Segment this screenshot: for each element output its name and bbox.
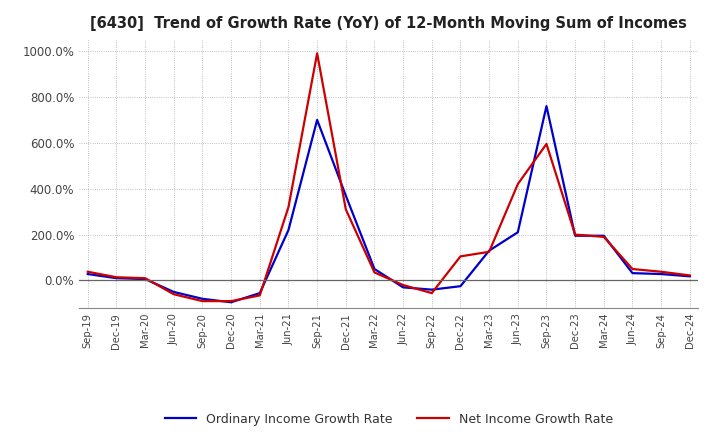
Title: [6430]  Trend of Growth Rate (YoY) of 12-Month Moving Sum of Incomes: [6430] Trend of Growth Rate (YoY) of 12-… — [91, 16, 687, 32]
Ordinary Income Growth Rate — [312, 117, 321, 122]
Ordinary Income Growth Rate — [657, 271, 665, 277]
Ordinary Income Growth Rate — [399, 285, 408, 290]
Net Income Growth Rate — [657, 269, 665, 275]
Ordinary Income Growth Rate — [485, 248, 493, 253]
Net Income Growth Rate — [542, 141, 551, 147]
Legend: Ordinary Income Growth Rate, Net Income Growth Rate: Ordinary Income Growth Rate, Net Income … — [160, 407, 618, 431]
Ordinary Income Growth Rate — [284, 227, 293, 233]
Net Income Growth Rate — [256, 293, 264, 298]
Net Income Growth Rate — [284, 205, 293, 210]
Net Income Growth Rate — [399, 282, 408, 288]
Net Income Growth Rate — [227, 298, 235, 304]
Net Income Growth Rate — [84, 269, 92, 275]
Net Income Growth Rate — [141, 275, 150, 281]
Net Income Growth Rate — [198, 298, 207, 304]
Ordinary Income Growth Rate — [256, 290, 264, 296]
Ordinary Income Growth Rate — [370, 266, 379, 271]
Ordinary Income Growth Rate — [341, 193, 350, 198]
Net Income Growth Rate — [428, 290, 436, 296]
Net Income Growth Rate — [370, 270, 379, 275]
Ordinary Income Growth Rate — [141, 276, 150, 282]
Net Income Growth Rate — [456, 254, 465, 259]
Net Income Growth Rate — [485, 249, 493, 254]
Ordinary Income Growth Rate — [198, 296, 207, 301]
Net Income Growth Rate — [628, 266, 636, 271]
Net Income Growth Rate — [685, 273, 694, 278]
Line: Net Income Growth Rate: Net Income Growth Rate — [88, 53, 690, 301]
Ordinary Income Growth Rate — [227, 300, 235, 305]
Net Income Growth Rate — [112, 275, 121, 280]
Ordinary Income Growth Rate — [513, 230, 522, 235]
Ordinary Income Growth Rate — [456, 283, 465, 289]
Ordinary Income Growth Rate — [600, 233, 608, 238]
Net Income Growth Rate — [312, 51, 321, 56]
Ordinary Income Growth Rate — [169, 290, 178, 295]
Net Income Growth Rate — [513, 181, 522, 187]
Net Income Growth Rate — [600, 234, 608, 239]
Ordinary Income Growth Rate — [542, 103, 551, 109]
Ordinary Income Growth Rate — [84, 271, 92, 277]
Ordinary Income Growth Rate — [112, 275, 121, 281]
Ordinary Income Growth Rate — [428, 287, 436, 292]
Line: Ordinary Income Growth Rate: Ordinary Income Growth Rate — [88, 106, 690, 302]
Net Income Growth Rate — [341, 207, 350, 212]
Ordinary Income Growth Rate — [685, 274, 694, 279]
Net Income Growth Rate — [571, 232, 580, 237]
Net Income Growth Rate — [169, 292, 178, 297]
Ordinary Income Growth Rate — [628, 271, 636, 276]
Ordinary Income Growth Rate — [571, 233, 580, 238]
